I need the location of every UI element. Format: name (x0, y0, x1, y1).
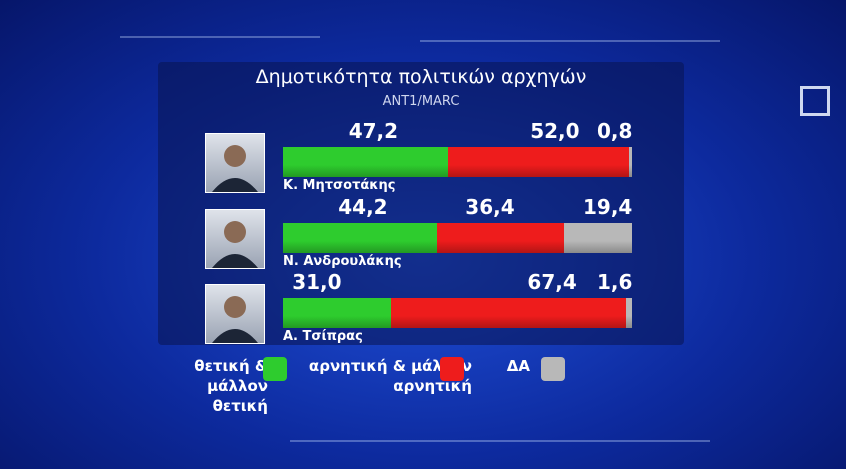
portrait (205, 209, 265, 269)
value-label: 44,2 (338, 195, 388, 219)
legend-label: θετική & μάλλον θετική (194, 357, 268, 415)
value-label: 36,4 (465, 195, 515, 219)
legend-swatch (541, 357, 565, 381)
value-label: 47,2 (348, 119, 399, 143)
bar-segment (437, 223, 565, 253)
category-label: Κ. Μητσοτάκης (283, 178, 396, 193)
legend-swatch (263, 357, 287, 381)
portrait-icon (212, 296, 258, 343)
portrait (205, 284, 265, 344)
legend-swatch (440, 357, 464, 381)
bar-segment (283, 223, 438, 253)
bar-segment (626, 298, 632, 328)
value-label: 19,4 (583, 195, 633, 219)
bar-segment (283, 147, 448, 177)
bar-segment (447, 147, 630, 177)
value-label: 31,0 (292, 270, 342, 294)
decoration (120, 36, 320, 38)
chart-title: Δημοτικότητα πολιτικών αρχηγών (255, 66, 587, 88)
value-label: 0,8 (597, 119, 633, 143)
decoration (800, 86, 830, 116)
category-label: Ν. Ανδρουλάκης (283, 254, 402, 269)
decoration (290, 440, 710, 442)
portrait-icon (212, 221, 258, 268)
bar-segment (283, 298, 392, 328)
bar-segment (391, 298, 627, 328)
bar-segment (629, 147, 632, 177)
decoration (420, 40, 720, 42)
value-label: 67,4 (527, 270, 577, 294)
category-label: Α. Τσίπρας (283, 329, 363, 344)
legend-label: ΔΑ (506, 357, 530, 375)
portrait-icon (212, 145, 258, 192)
legend-label: αρνητική & μάλλον αρνητική (308, 357, 472, 395)
bar-segment (564, 223, 632, 253)
value-label: 52,0 (530, 119, 580, 143)
chart-subtitle: ANT1/MARC (382, 94, 460, 109)
value-label: 1,6 (597, 270, 633, 294)
portrait (205, 133, 265, 193)
